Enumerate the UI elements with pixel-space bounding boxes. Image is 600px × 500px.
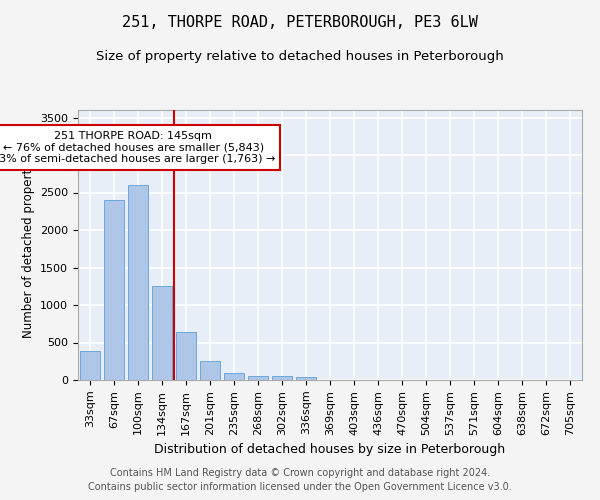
Text: Contains HM Land Registry data © Crown copyright and database right 2024.: Contains HM Land Registry data © Crown c… xyxy=(110,468,490,477)
Y-axis label: Number of detached properties: Number of detached properties xyxy=(22,152,35,338)
Bar xyxy=(104,200,124,380)
Bar xyxy=(128,185,148,380)
Bar xyxy=(152,286,172,380)
Text: Contains public sector information licensed under the Open Government Licence v3: Contains public sector information licen… xyxy=(88,482,512,492)
Bar xyxy=(80,351,100,380)
Bar xyxy=(176,332,196,380)
Text: Size of property relative to detached houses in Peterborough: Size of property relative to detached ho… xyxy=(96,50,504,63)
Bar xyxy=(200,361,220,380)
Text: 251, THORPE ROAD, PETERBOROUGH, PE3 6LW: 251, THORPE ROAD, PETERBOROUGH, PE3 6LW xyxy=(122,15,478,30)
Bar xyxy=(248,376,268,380)
X-axis label: Distribution of detached houses by size in Peterborough: Distribution of detached houses by size … xyxy=(154,443,506,456)
Bar xyxy=(296,377,316,380)
Bar xyxy=(272,376,292,380)
Bar xyxy=(224,373,244,380)
Text: 251 THORPE ROAD: 145sqm
← 76% of detached houses are smaller (5,843)
23% of semi: 251 THORPE ROAD: 145sqm ← 76% of detache… xyxy=(0,131,275,164)
